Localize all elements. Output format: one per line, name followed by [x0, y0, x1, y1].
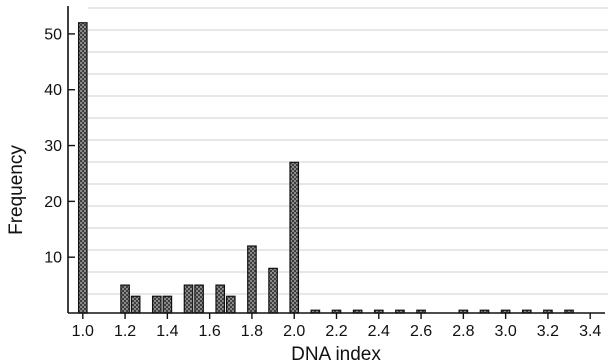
- bar-9: [247, 245, 257, 314]
- y-axis-ticks: 10 20 30 40 50: [44, 26, 75, 267]
- x-tick-label-6: 2.2: [325, 323, 347, 340]
- bar-10: [268, 267, 278, 314]
- bar-5: [183, 284, 194, 314]
- x-tick-label-4: 1.8: [241, 323, 263, 340]
- x-tick-label-8: 2.6: [410, 323, 432, 340]
- bar-3: [151, 295, 162, 314]
- bar-group: [77, 22, 574, 314]
- bar-0: [77, 22, 88, 314]
- bar-1: [120, 284, 130, 314]
- x-tick-label-7: 2.4: [368, 323, 390, 340]
- x-tick-label-9: 2.8: [452, 323, 474, 340]
- x-tick-label-11: 3.2: [537, 323, 559, 340]
- bar-4: [162, 295, 173, 314]
- x-tick-label-2: 1.4: [156, 323, 178, 340]
- bar-11: [289, 161, 300, 314]
- y-tick-label-3: 40: [44, 82, 62, 99]
- x-axis-ticks: 1.0 1.2 1.4 1.6 1.8 2.0 2.2 2.4 2.6 2.8 3.0 3.2 3.4: [72, 313, 601, 340]
- y-tick-label-0: 10: [44, 250, 62, 267]
- x-tick-label-5: 2.0: [283, 323, 305, 340]
- bar-8: [225, 295, 236, 314]
- y-tick-label-1: 20: [44, 194, 62, 211]
- x-tick-label-12: 3.4: [579, 323, 601, 340]
- x-tick-label-0: 1.0: [72, 323, 94, 340]
- bar-7: [215, 284, 226, 314]
- x-tick-label-3: 1.6: [199, 323, 221, 340]
- y-tick-label-2: 30: [44, 138, 62, 155]
- x-tick-label-10: 3.0: [495, 323, 517, 340]
- y-axis-title: Frequency: [6, 145, 27, 235]
- bar-6: [194, 284, 204, 314]
- y-tick-label-4: 50: [44, 26, 62, 43]
- x-axis-title: DNA index: [291, 344, 381, 364]
- bar-2: [130, 295, 141, 314]
- x-tick-label-1: 1.2: [114, 323, 136, 340]
